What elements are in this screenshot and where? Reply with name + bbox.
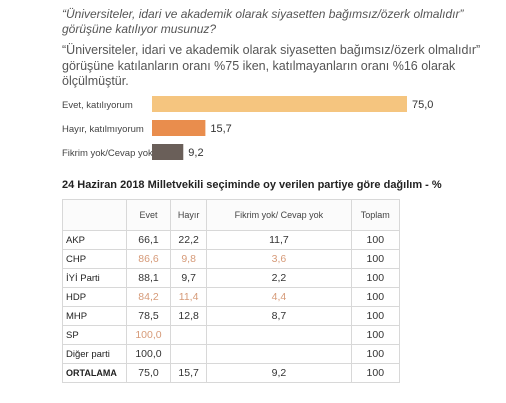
bar-category-label: Fikrim yok/Cevap yok	[62, 148, 153, 159]
table-cell	[206, 344, 352, 364]
table-cell: 3,6	[206, 249, 352, 269]
bar	[152, 96, 407, 112]
party-name: HDP	[62, 287, 127, 307]
table-cell: 4,4	[206, 287, 352, 307]
col-header-toplam: Toplam	[350, 199, 401, 231]
table-cell: 9,2	[206, 363, 352, 383]
bar	[152, 120, 206, 136]
question-text: “Üniversiteler, idari ve akademik olarak…	[62, 7, 464, 36]
party-name: MHP	[62, 306, 127, 326]
table-cell	[169, 325, 208, 345]
table-cell: 66,1	[126, 230, 171, 250]
table-row: MHP 78,5 12,8 8,7 100	[62, 306, 401, 326]
party-name: Diğer parti	[62, 344, 127, 364]
table-cell: 100	[350, 268, 401, 288]
table-cell: 75,0	[126, 363, 171, 383]
party-name: ORTALAMA	[62, 363, 127, 383]
bar-chart: Evet, katılıyorum 75,0 Hayır, katılmıyorum…	[62, 96, 433, 160]
party-name: CHP	[62, 249, 127, 269]
table-cell: 100,0	[126, 344, 171, 364]
table-cell: 11,7	[206, 230, 352, 250]
table-cell: 100	[350, 249, 401, 269]
table-row: İYİ Parti 88,1 9,7 2,2 100	[62, 268, 401, 288]
table-title: 24 Haziran 2018 Milletvekili seçiminde o…	[62, 179, 442, 191]
table-cell: 88,1	[126, 268, 171, 288]
party-name: SP	[62, 325, 127, 345]
col-header-evet: Evet	[126, 199, 171, 231]
table-cell: 8,7	[206, 306, 352, 326]
table-row: CHP 86,6 9,8 3,6 100	[62, 249, 401, 269]
party-name: İYİ Parti	[62, 268, 127, 288]
bar-value-label: 75,0	[412, 99, 433, 111]
col-header-party	[62, 199, 127, 231]
table-cell: 86,6	[126, 249, 171, 269]
bar-value-label: 9,2	[188, 147, 203, 159]
bar	[152, 144, 184, 160]
table-cell: 11,4	[169, 287, 208, 307]
table-cell: 100	[350, 230, 401, 250]
table-cell: 100	[350, 287, 401, 307]
table-row: SP 100,0 100	[62, 325, 401, 345]
table-cell: 84,2	[126, 287, 171, 307]
table-cell: 100,0	[126, 325, 171, 345]
table-header-row: Evet Hayır Fikrim yok/ Cevap yok Toplam	[62, 199, 401, 231]
bar-value-label: 15,7	[210, 123, 231, 135]
table-cell: 9,8	[169, 249, 208, 269]
table-cell: 12,8	[169, 306, 208, 326]
table-cell: 15,7	[169, 363, 208, 383]
table-cell: 100	[350, 363, 401, 383]
bar-category-label: Hayır, katılmıyorum	[62, 124, 144, 135]
table-cell: 100	[350, 306, 401, 326]
description-text: “Üniversiteler, idari ve akademik olarak…	[62, 43, 481, 88]
table-row: ORTALAMA 75,0 15,7 9,2 100	[62, 363, 401, 383]
table-row: AKP 66,1 22,2 11,7 100	[62, 230, 401, 250]
table-cell: 78,5	[126, 306, 171, 326]
table-cell: 2,2	[206, 268, 352, 288]
table-row: HDP 84,2 11,4 4,4 100	[62, 287, 401, 307]
distribution-table: Evet Hayır Fikrim yok/ Cevap yok Toplam …	[62, 199, 401, 383]
col-header-hayir: Hayır	[169, 199, 208, 231]
col-header-fikrim-yok: Fikrim yok/ Cevap yok	[206, 199, 352, 231]
bar-category-label: Evet, katılıyorum	[62, 100, 133, 111]
table-row: Diğer parti 100,0 100	[62, 344, 401, 364]
table-cell: 9,7	[169, 268, 208, 288]
table-cell: 100	[350, 344, 401, 364]
party-name: AKP	[62, 230, 127, 250]
table-cell	[169, 344, 208, 364]
table-cell: 22,2	[169, 230, 208, 250]
table-cell: 100	[350, 325, 401, 345]
table-cell	[206, 325, 352, 345]
